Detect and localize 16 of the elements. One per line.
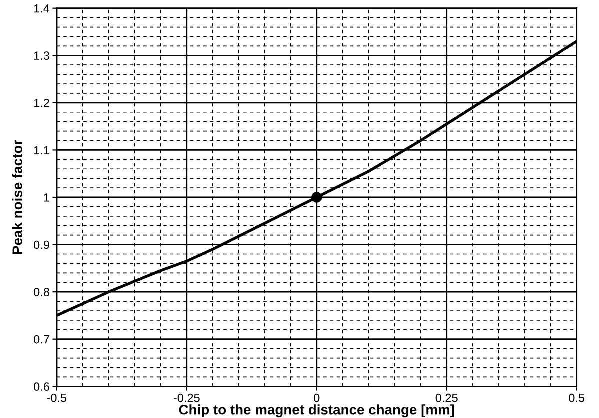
y-tick-label: 1.3 [34, 52, 50, 60]
x-tick-label: 0 [314, 394, 320, 402]
x-tick-label: -0.25 [174, 394, 200, 402]
y-tick-label: 1.2 [34, 98, 50, 108]
x-tick-label: -0.5 [47, 394, 67, 402]
y-tick-label: 1.1 [34, 146, 50, 154]
y-tick-label: 0.9 [34, 240, 50, 250]
y-axis-title: Peak noise factor [12, 140, 22, 254]
y-tick-label: 1.4 [34, 4, 50, 13]
y-tick-label: 0.7 [34, 335, 50, 344]
x-tick-label: 0.5 [569, 394, 585, 402]
y-tick-label: 1 [44, 194, 50, 202]
y-tick-label: 0.6 [34, 382, 50, 392]
x-tick-label: 0.25 [436, 394, 458, 402]
x-axis-title: Chip to the magnet distance change [mm] [179, 404, 454, 418]
y-tick-label: 0.8 [34, 288, 50, 296]
